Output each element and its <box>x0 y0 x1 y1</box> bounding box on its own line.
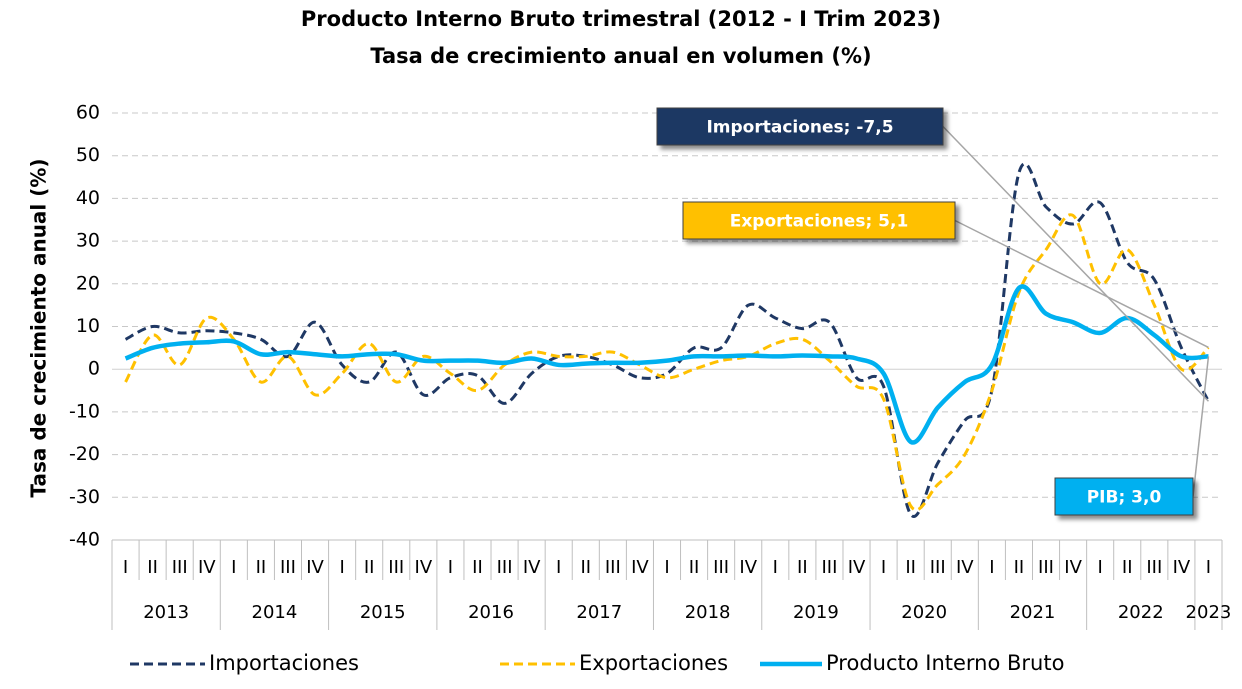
x-tick-label: IV <box>1064 557 1082 578</box>
x-tick-label: I <box>448 557 453 578</box>
leader-line <box>1192 356 1210 497</box>
y-tick-label: 20 <box>76 272 100 294</box>
x-tick-label: II <box>905 557 916 578</box>
x-tick-label: II <box>1122 557 1133 578</box>
y-tick-label: 10 <box>76 315 100 337</box>
x-tick-label: I <box>989 557 994 578</box>
x-tick-label: IV <box>631 557 649 578</box>
x-tick-label: IV <box>415 557 433 578</box>
legend-label: Producto Interno Bruto <box>826 651 1064 675</box>
x-tick-label: II <box>472 557 483 578</box>
leader-line <box>954 219 1209 349</box>
x-tick-label: IV <box>848 557 866 578</box>
series-line <box>124 162 1210 518</box>
callout-label: PIB; 3,0 <box>1087 488 1162 508</box>
x-tick-label: I <box>339 557 344 578</box>
y-tick-label: -30 <box>69 486 100 508</box>
x-tick-label: II <box>364 557 375 578</box>
year-label: 2021 <box>1010 602 1056 623</box>
y-tick-label: 0 <box>88 358 100 380</box>
year-label: 2020 <box>901 602 947 623</box>
y-tick-label: 60 <box>76 102 100 124</box>
year-label: 2023 <box>1186 602 1232 623</box>
x-tick-label: III <box>605 557 621 578</box>
y-axis-label: Tasa de crecimiento anual (%) <box>27 158 51 497</box>
x-tick-label: III <box>172 557 188 578</box>
x-tick-label: I <box>1098 557 1103 578</box>
x-tick-label: IV <box>306 557 324 578</box>
x-tick-label: III <box>930 557 946 578</box>
leader-line <box>942 125 1210 402</box>
y-tick-label: -10 <box>69 400 100 422</box>
x-tick-label: I <box>231 557 236 578</box>
y-tick-label: 40 <box>76 187 100 209</box>
legend-label: Exportaciones <box>579 651 728 675</box>
x-tick-label: II <box>689 557 700 578</box>
callout-box <box>1054 477 1194 516</box>
x-tick-label: II <box>1014 557 1025 578</box>
y-tick-label: -20 <box>69 443 100 465</box>
x-tick-label: II <box>256 557 267 578</box>
year-label: 2017 <box>576 602 622 623</box>
series-line <box>124 284 1209 445</box>
x-tick-label: IV <box>1173 557 1191 578</box>
legend-label: Importaciones <box>209 651 359 675</box>
x-tick-label: II <box>147 557 158 578</box>
x-tick-label: III <box>280 557 296 578</box>
callout-label: Exportaciones; 5,1 <box>730 212 909 232</box>
year-label: 2022 <box>1118 602 1164 623</box>
year-label: 2014 <box>252 602 298 623</box>
x-tick-label: III <box>388 557 404 578</box>
x-tick-label: III <box>497 557 513 578</box>
x-tick-label: II <box>797 557 808 578</box>
y-tick-label: 30 <box>76 230 100 252</box>
year-label: 2018 <box>685 602 731 623</box>
x-tick-label: III <box>1146 557 1162 578</box>
chart-title: Producto Interno Bruto trimestral (2012 … <box>301 7 941 31</box>
x-tick-label: I <box>123 557 128 578</box>
y-tick-label: 50 <box>76 144 100 166</box>
x-tick-label: III <box>1038 557 1054 578</box>
x-tick-label: I <box>664 557 669 578</box>
series-line <box>124 213 1210 512</box>
x-tick-label: IV <box>523 557 541 578</box>
x-tick-label: I <box>881 557 886 578</box>
callout-box <box>656 107 944 146</box>
x-tick-label: I <box>1206 557 1211 578</box>
x-tick-label: IV <box>739 557 757 578</box>
y-tick-label: -40 <box>69 529 100 551</box>
x-tick-label: IV <box>198 557 216 578</box>
x-tick-label: I <box>773 557 778 578</box>
callout-box <box>682 201 956 240</box>
x-tick-label: III <box>713 557 729 578</box>
x-tick-label: I <box>556 557 561 578</box>
year-label: 2015 <box>360 602 406 623</box>
x-tick-label: II <box>580 557 591 578</box>
chart-subtitle: Tasa de crecimiento anual en volumen (%) <box>370 44 871 68</box>
year-label: 2019 <box>793 602 839 623</box>
year-label: 2016 <box>468 602 514 623</box>
x-tick-label: IV <box>956 557 974 578</box>
year-label: 2013 <box>143 602 189 623</box>
callout-label: Importaciones; -7,5 <box>706 118 893 138</box>
x-tick-label: III <box>821 557 837 578</box>
